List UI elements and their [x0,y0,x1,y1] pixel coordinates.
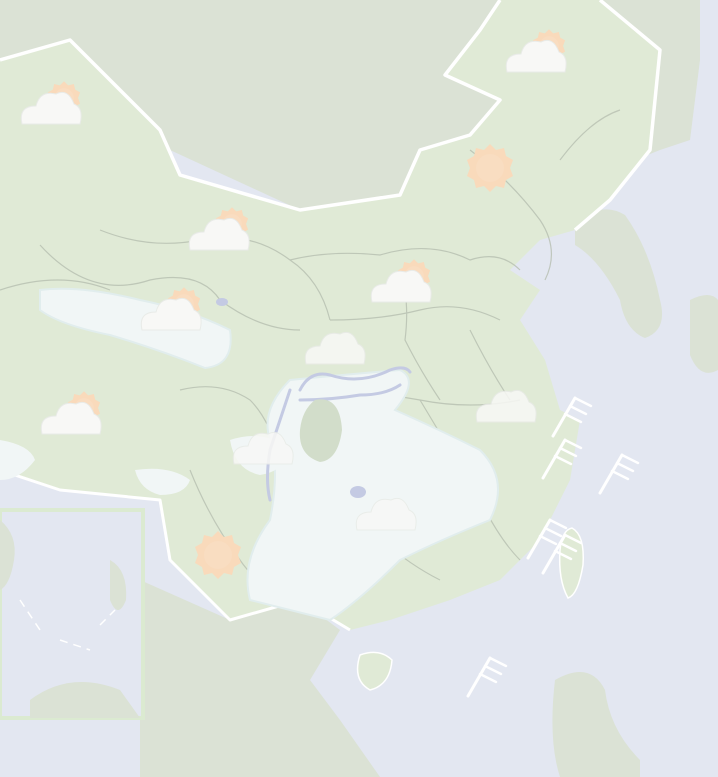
japan-island [690,295,718,373]
rain-area-tibet-edge [0,440,35,480]
rain-area-yunnan-edge [135,468,190,495]
lake-dongting [350,486,366,498]
national-border [0,0,662,232]
neighbor-land-south [140,580,380,777]
korea-peninsula [575,209,663,338]
sichuan-basin [299,399,342,462]
hainan-island [356,651,393,691]
philippines-land [552,672,640,777]
lake-qinghai [216,298,228,306]
south-china-sea-inset [0,508,145,720]
rain-area-qinghai [39,287,232,370]
